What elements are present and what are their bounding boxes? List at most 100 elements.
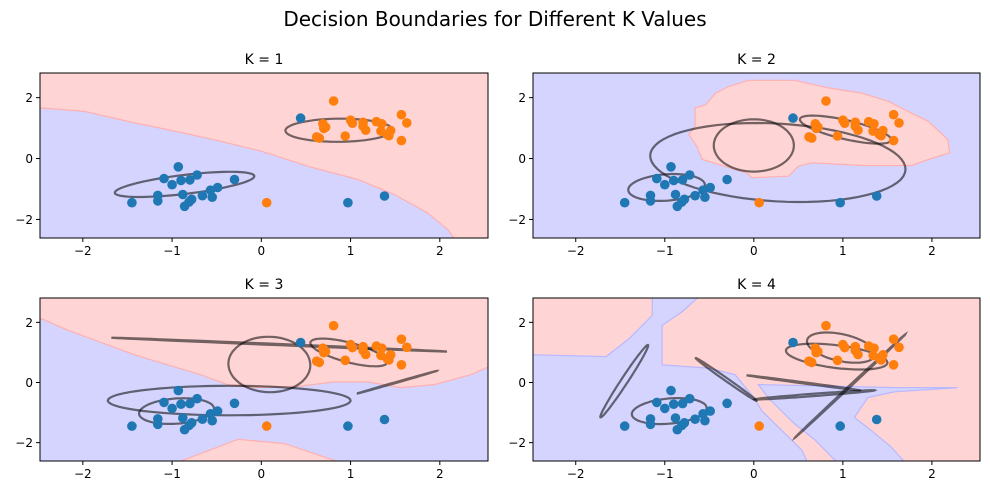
data-point-class-1 (878, 350, 888, 360)
data-point-class-0 (705, 406, 715, 416)
data-point-class-0 (679, 418, 690, 428)
data-point-class-1 (894, 118, 904, 128)
data-point-class-0 (159, 173, 169, 184)
x-tick-label: 0 (750, 467, 758, 481)
cluster-ellipse (227, 335, 312, 394)
data-point-class-1 (832, 355, 843, 366)
data-point-class-0 (127, 421, 137, 431)
subplot-title: K = 3 (245, 277, 284, 293)
data-point-class-0 (159, 397, 169, 408)
data-point-class-0 (295, 337, 306, 348)
figure-title: Decision Boundaries for Different K Valu… (283, 7, 707, 31)
y-tick-label: −2 (15, 213, 33, 227)
data-point-class-1 (340, 131, 351, 141)
y-tick-label: −2 (508, 436, 526, 450)
data-point-class-0 (835, 421, 845, 431)
x-tick-label: −1 (163, 244, 181, 258)
data-point-class-0 (229, 174, 240, 185)
data-point-class-1 (894, 342, 904, 353)
subplot-2: −2 −1 0 1 2 −2 0 2 K = 2 (508, 52, 981, 258)
data-point-class-1 (396, 360, 407, 370)
data-point-class-1 (314, 357, 325, 368)
y-tick-label: 0 (518, 376, 526, 390)
data-point-class-1 (261, 421, 272, 431)
data-point-class-1 (320, 346, 331, 357)
x-tick-label: 1 (839, 244, 847, 258)
plot-area (40, 298, 488, 461)
data-point-class-1 (806, 133, 817, 143)
subplot-title: K = 4 (737, 277, 776, 293)
data-point-class-1 (385, 125, 396, 136)
data-point-class-1 (821, 320, 831, 331)
data-point-class-0 (677, 175, 688, 185)
x-tick-label: −1 (656, 467, 674, 481)
data-point-class-1 (839, 118, 850, 128)
y-tick-label: 2 (518, 316, 526, 330)
data-point-class-0 (677, 398, 688, 409)
y-tick-label: 0 (25, 376, 33, 390)
data-point-class-1 (402, 342, 412, 353)
data-point-class-0 (379, 414, 390, 425)
data-point-class-1 (396, 135, 407, 146)
data-point-class-0 (379, 191, 390, 201)
data-point-class-0 (212, 182, 223, 193)
plot-area (40, 73, 488, 238)
data-point-class-0 (722, 398, 732, 409)
y-tick-label: 0 (25, 152, 33, 166)
data-point-class-1 (888, 334, 899, 345)
y-tick-label: 2 (518, 91, 526, 105)
x-tick-label: −2 (567, 467, 585, 481)
x-tick-label: 0 (750, 244, 758, 258)
data-point-class-1 (853, 349, 863, 360)
data-point-class-1 (340, 355, 351, 366)
x-tick-label: 2 (928, 467, 936, 481)
data-point-class-1 (806, 357, 817, 368)
x-tick-label: −1 (163, 467, 181, 481)
cluster-ellipse (599, 343, 650, 419)
subplot-title: K = 1 (245, 52, 284, 68)
cluster-ellipse (746, 374, 863, 392)
data-point-class-0 (153, 419, 163, 430)
data-point-class-0 (197, 414, 208, 425)
data-point-class-1 (396, 334, 407, 345)
cluster-ellipse (798, 114, 893, 145)
data-point-class-1 (821, 96, 831, 106)
plot-area (533, 298, 980, 461)
data-point-class-0 (185, 175, 195, 185)
data-point-class-0 (668, 399, 679, 410)
data-point-class-0 (690, 414, 700, 425)
data-point-class-1 (314, 133, 325, 143)
axes-frame (39, 297, 489, 462)
data-point-class-0 (684, 170, 695, 180)
data-point-class-0 (619, 197, 630, 208)
data-point-class-0 (192, 170, 202, 180)
data-point-class-1 (385, 350, 396, 360)
y-tick-label: −2 (15, 436, 33, 450)
data-point-class-0 (167, 403, 177, 414)
cluster-ellipse (784, 342, 889, 371)
cluster-ellipse (649, 121, 907, 204)
data-point-class-1 (869, 119, 879, 129)
x-tick-label: 2 (436, 244, 444, 258)
data-point-class-1 (261, 197, 272, 208)
data-point-class-1 (754, 421, 764, 431)
data-point-class-1 (377, 343, 387, 354)
data-point-class-0 (167, 179, 177, 190)
data-point-class-0 (212, 406, 223, 416)
data-point-class-1 (328, 96, 339, 106)
x-tick-label: 2 (928, 244, 936, 258)
data-point-class-1 (347, 118, 358, 128)
x-tick-label: 1 (347, 244, 355, 258)
data-point-class-0 (666, 385, 676, 396)
data-point-class-1 (888, 135, 899, 146)
data-point-class-1 (396, 109, 407, 120)
data-point-class-0 (670, 189, 681, 200)
subplot-title: K = 2 (737, 52, 776, 68)
data-point-class-0 (871, 191, 882, 201)
data-point-class-0 (178, 189, 188, 200)
data-point-class-0 (645, 196, 656, 206)
y-tick-label: 2 (25, 316, 33, 330)
subplot-3: −2 −1 0 1 2 −2 0 2 K = 3 (15, 277, 489, 481)
decision-region-class-1 (179, 438, 339, 461)
data-point-class-1 (320, 122, 331, 132)
